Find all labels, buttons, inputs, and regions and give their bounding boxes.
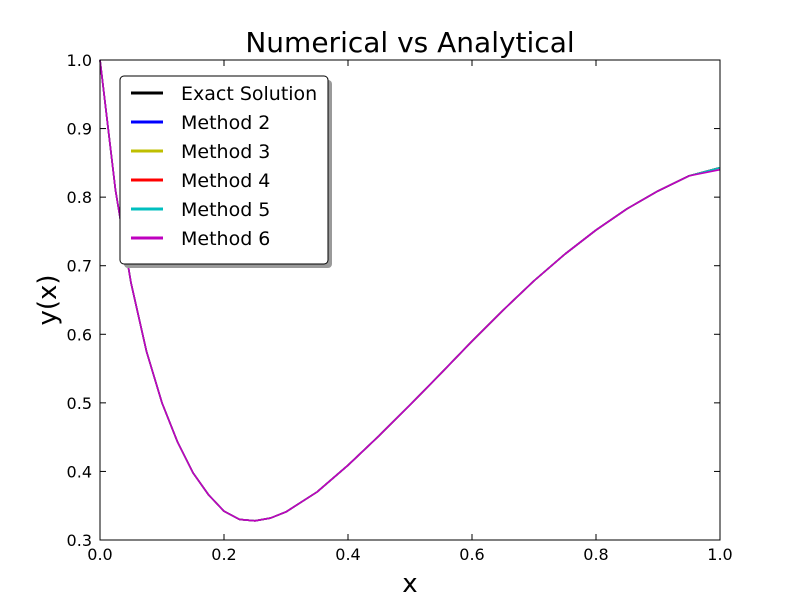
plot-area <box>99 59 721 522</box>
y-tick-label: 0.5 <box>67 394 92 413</box>
legend-label: Exact Solution <box>181 83 317 105</box>
y-tick-label: 0.8 <box>67 188 92 207</box>
x-tick-label: 0.0 <box>87 545 112 564</box>
x-tick-label: 0.2 <box>211 545 236 564</box>
y-tick-label: 0.3 <box>67 531 92 550</box>
legend-label: Method 5 <box>181 199 270 221</box>
x-axis-label: x <box>402 569 417 599</box>
y-tick-label: 1.0 <box>67 51 92 70</box>
plot-frame <box>99 59 721 541</box>
legend-label: Method 6 <box>181 228 270 250</box>
axes: 0.0 0.2 0.4 0.6 0.8 1.0 0.3 0.4 0.5 0.6 0.7 0.8 0.9 1… <box>67 51 733 564</box>
y-tick-label: 0.4 <box>67 462 92 481</box>
legend-label: Method 3 <box>181 141 270 163</box>
x-tick-label: 0.4 <box>335 545 360 564</box>
legend-label: Method 2 <box>181 112 270 134</box>
legend-box <box>119 75 329 265</box>
y-tick-label: 0.7 <box>67 257 92 276</box>
series-line-6 <box>99 59 721 522</box>
legend-label: Method 4 <box>181 170 270 192</box>
x-tick-label: 0.8 <box>583 545 608 564</box>
x-tick-label: 0.6 <box>459 545 484 564</box>
y-tick-label: 0.9 <box>67 120 92 139</box>
y-tick-label: 0.6 <box>67 325 92 344</box>
legend: Exact Solution Method 2 Method 3 Method 4 Me… <box>119 75 332 268</box>
y-axis-label: y(x) <box>33 274 63 325</box>
chart-title: Numerical vs Analytical <box>245 26 574 59</box>
x-tick-label: 1.0 <box>707 545 732 564</box>
